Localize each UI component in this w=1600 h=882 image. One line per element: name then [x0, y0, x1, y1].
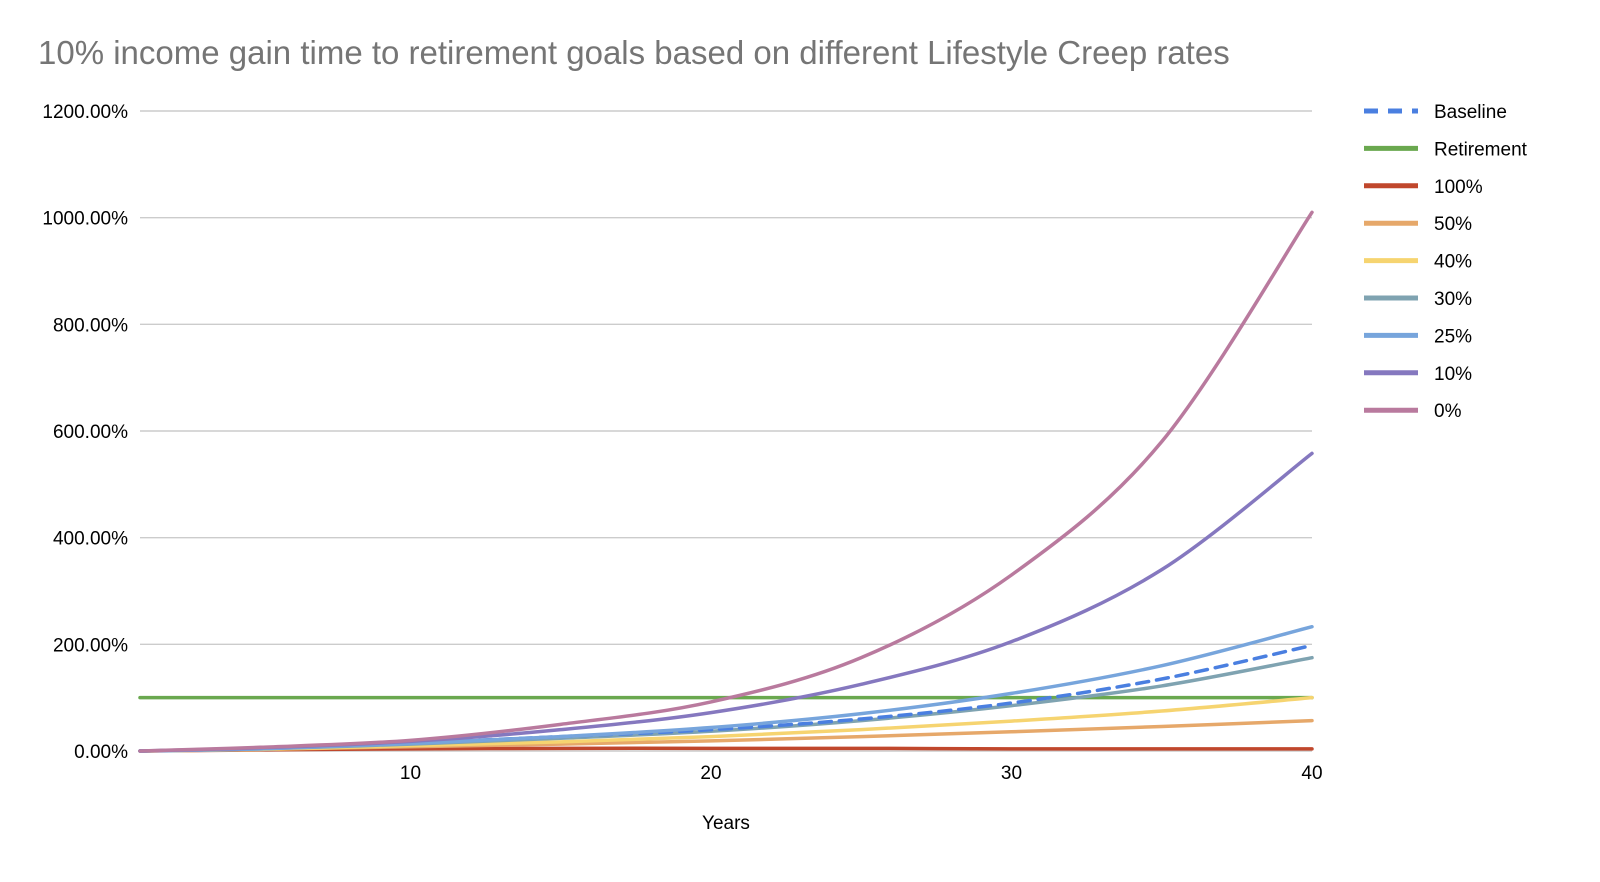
series-line-40-pct — [138, 695, 1314, 753]
y-tick-label: 1200.00% — [42, 102, 128, 123]
x-tick-label: 30 — [1001, 763, 1022, 784]
legend-label: 50% — [1434, 214, 1472, 235]
legend-label: Retirement — [1434, 139, 1528, 160]
x-axis-label: Years — [702, 813, 750, 834]
x-axis-tick-labels: 10 20 30 40 — [400, 763, 1323, 784]
y-tick-label: 0.00% — [74, 742, 128, 763]
legend-label: 10% — [1434, 364, 1472, 385]
legend: Baseline Retirement 100% 50% 40% 30% 25% 10% 0% — [1364, 102, 1528, 422]
gridlines — [140, 110, 1312, 752]
legend-label: 40% — [1434, 252, 1472, 273]
y-axis-tick-labels: 0.00% 200.00% 400.00% 600.00% 800.00% 1000.00… — [42, 102, 128, 763]
legend-label: 0% — [1434, 401, 1462, 422]
y-tick-label: 200.00% — [53, 635, 128, 656]
x-tick-label: 40 — [1301, 763, 1322, 784]
y-tick-label: 1000.00% — [42, 209, 128, 230]
y-tick-label: 600.00% — [53, 422, 128, 443]
chart-title: 10% income gain time to retirement goals… — [38, 34, 1230, 71]
series-lines — [138, 210, 1314, 753]
series-line-0-pct — [138, 210, 1314, 753]
legend-label: 100% — [1434, 177, 1483, 198]
legend-label: 30% — [1434, 289, 1472, 310]
series-line-10-pct — [138, 451, 1314, 753]
x-tick-label: 10 — [400, 763, 421, 784]
legend-label: Baseline — [1434, 102, 1507, 123]
x-tick-label: 20 — [700, 763, 721, 784]
y-tick-label: 800.00% — [53, 315, 128, 336]
legend-label: 25% — [1434, 326, 1472, 347]
y-tick-label: 400.00% — [53, 529, 128, 550]
